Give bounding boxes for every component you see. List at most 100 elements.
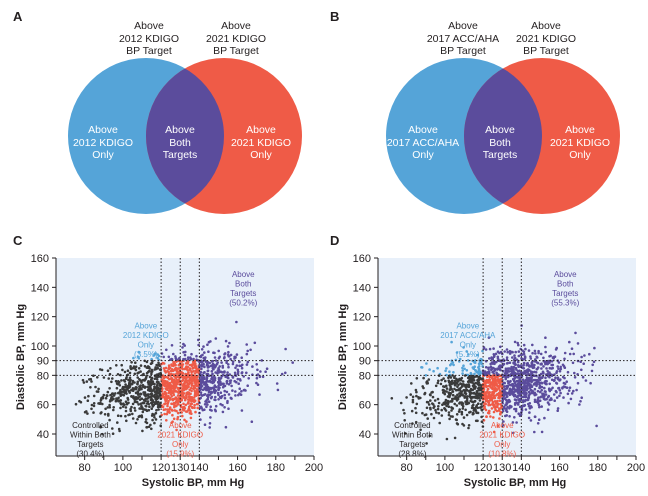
- data-point: [477, 380, 480, 384]
- data-point: [440, 378, 443, 382]
- data-point: [164, 399, 168, 403]
- data-point: [172, 380, 175, 383]
- data-point: [149, 395, 152, 399]
- data-point: [158, 391, 161, 394]
- data-point: [223, 384, 227, 388]
- data-point: [473, 384, 476, 387]
- data-point: [528, 411, 531, 414]
- data-point: [99, 412, 102, 415]
- x-tick-label: 130: [493, 462, 511, 474]
- data-point: [143, 379, 146, 382]
- data-point: [439, 382, 443, 386]
- data-point: [424, 374, 428, 377]
- data-point: [176, 386, 180, 390]
- data-point: [433, 399, 437, 402]
- data-point: [431, 390, 434, 394]
- data-point: [544, 336, 547, 339]
- data-point: [582, 362, 585, 365]
- data-point: [169, 393, 173, 396]
- data-point: [527, 396, 531, 399]
- data-point: [99, 399, 103, 402]
- data-point: [458, 357, 462, 361]
- data-point: [521, 353, 524, 356]
- data-point: [255, 363, 258, 366]
- data-point: [454, 381, 458, 384]
- data-point: [173, 384, 177, 387]
- data-point: [461, 369, 464, 372]
- data-point: [167, 386, 171, 390]
- data-point: [529, 370, 533, 373]
- data-point: [488, 357, 491, 360]
- data-point: [544, 376, 547, 379]
- data-point: [483, 405, 486, 409]
- data-point: [498, 389, 502, 392]
- data-point: [180, 398, 183, 401]
- data-point: [503, 385, 506, 388]
- data-point: [529, 376, 532, 380]
- data-point: [168, 406, 172, 409]
- data-point: [557, 361, 561, 364]
- data-point: [536, 422, 540, 425]
- data-point: [534, 352, 537, 355]
- data-point: [508, 380, 511, 384]
- data-point: [120, 363, 123, 367]
- data-point: [519, 413, 523, 416]
- data-point: [449, 400, 452, 403]
- data-point: [568, 386, 572, 389]
- data-point: [447, 413, 451, 417]
- data-point: [580, 396, 583, 399]
- data-point: [155, 373, 158, 377]
- data-point: [495, 360, 498, 364]
- data-point: [245, 371, 248, 375]
- data-point: [173, 409, 177, 412]
- data-point: [546, 372, 550, 375]
- data-point: [580, 355, 583, 359]
- data-point: [522, 364, 525, 367]
- y-tick-label: 60: [359, 400, 371, 412]
- data-point: [193, 381, 197, 384]
- data-point: [144, 385, 147, 389]
- data-point: [542, 396, 545, 399]
- data-point: [414, 420, 418, 424]
- data-point: [511, 377, 515, 381]
- data-point: [202, 345, 205, 348]
- data-point: [441, 403, 444, 406]
- y-tick-label: 80: [37, 370, 49, 382]
- data-point: [540, 388, 543, 392]
- data-point: [190, 370, 193, 373]
- data-point: [501, 409, 505, 413]
- data-point: [155, 367, 158, 371]
- data-point: [151, 380, 155, 383]
- data-point: [467, 383, 470, 386]
- data-point: [211, 367, 215, 371]
- data-point: [506, 367, 510, 370]
- data-point: [226, 401, 229, 405]
- data-point: [446, 395, 450, 398]
- data-point: [513, 403, 517, 406]
- data-point: [217, 356, 221, 360]
- data-point: [488, 378, 491, 381]
- data-point: [138, 385, 141, 388]
- data-point: [497, 359, 500, 362]
- data-point: [494, 402, 497, 405]
- data-point: [109, 367, 112, 370]
- data-point: [114, 399, 118, 402]
- data-point: [83, 410, 87, 414]
- data-point: [536, 367, 539, 371]
- x-tick-label: 200: [305, 462, 323, 474]
- data-point: [554, 376, 557, 379]
- data-point: [449, 415, 453, 418]
- x-tick-label: 130: [171, 462, 189, 474]
- data-point: [515, 395, 518, 398]
- data-point: [112, 406, 115, 409]
- plot-background: [56, 258, 314, 456]
- data-point: [226, 345, 230, 348]
- data-point: [432, 403, 435, 406]
- data-point: [486, 375, 489, 378]
- data-point: [191, 376, 195, 379]
- data-point: [178, 400, 182, 403]
- x-tick-label: 200: [627, 462, 645, 474]
- data-point: [212, 386, 216, 389]
- data-point: [544, 379, 547, 383]
